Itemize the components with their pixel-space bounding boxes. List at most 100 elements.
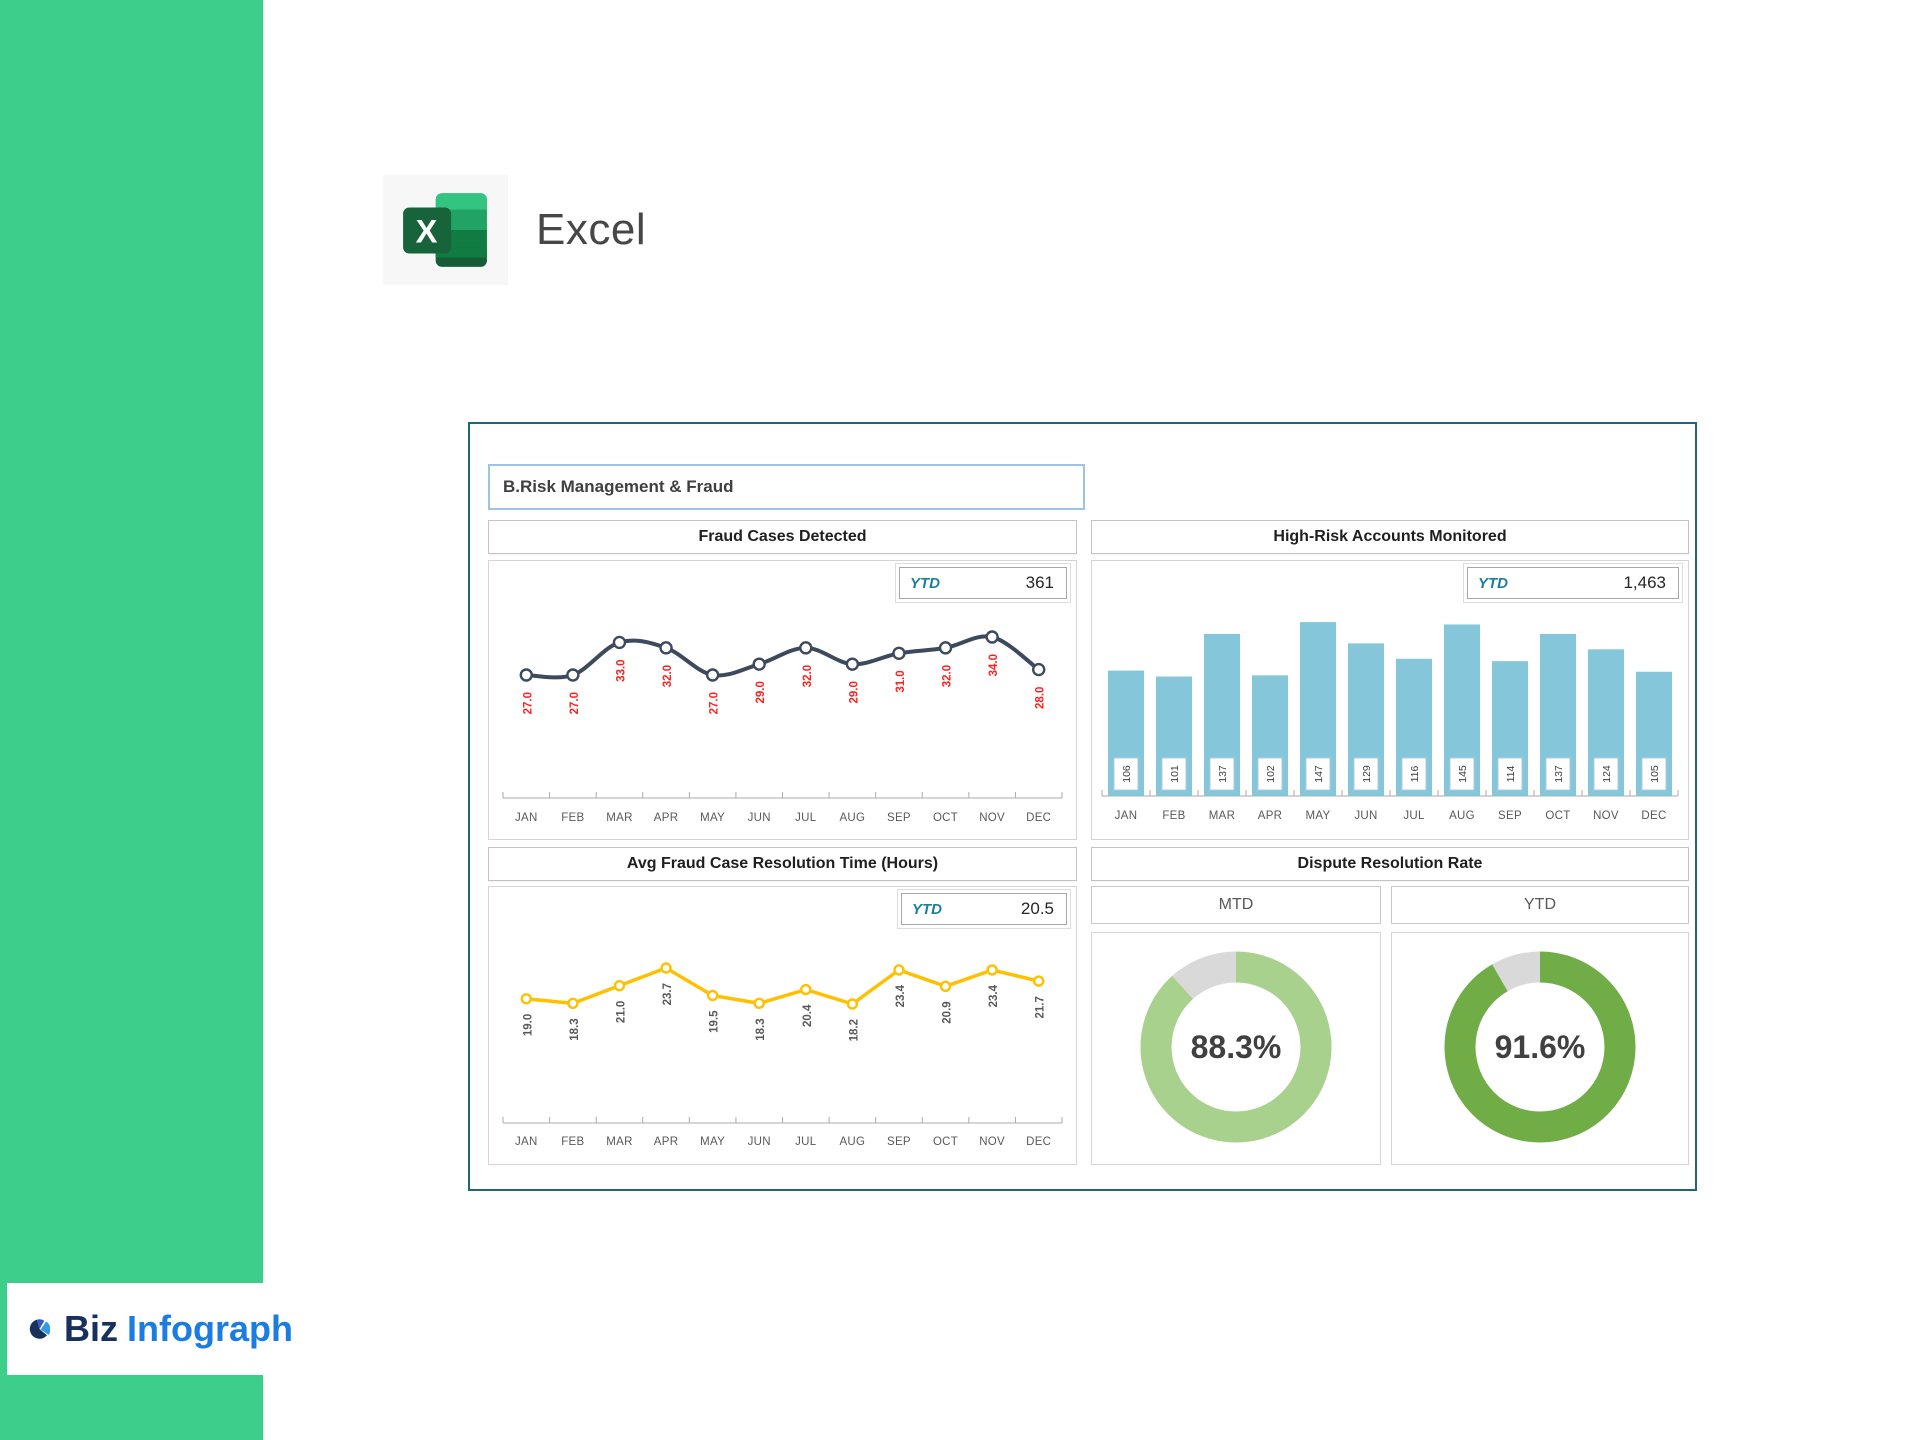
svg-text:21.0: 21.0 — [615, 1001, 627, 1023]
fraud-cases-line-plot: JAN FEB MAR APR MAY JUN JUL AUG SEP OCT NOV DEC 27.0… — [502, 630, 1063, 824]
svg-text:AUG: AUG — [839, 1136, 865, 1148]
svg-text:105: 105 — [1649, 765, 1661, 783]
svg-text:JUL: JUL — [1403, 810, 1425, 822]
high-risk-header: High-Risk Accounts Monitored — [1091, 520, 1689, 554]
ytd-donut: 91.6% — [1444, 951, 1636, 1143]
svg-text:91.6%: 91.6% — [1495, 1029, 1586, 1065]
svg-text:FEB: FEB — [561, 1136, 584, 1148]
svg-text:DEC: DEC — [1641, 810, 1666, 822]
mtd-donut: 88.3% — [1140, 951, 1332, 1143]
svg-text:20.9: 20.9 — [942, 1001, 954, 1023]
svg-text:137: 137 — [1217, 765, 1229, 783]
svg-text:SEP: SEP — [887, 1136, 911, 1148]
svg-text:29.0: 29.0 — [848, 681, 860, 703]
svg-text:AUG: AUG — [839, 812, 865, 824]
svg-text:19.0: 19.0 — [522, 1014, 534, 1036]
svg-text:MAY: MAY — [700, 1136, 725, 1148]
resolution-time-ytd-badge: YTD 20.5 — [897, 889, 1071, 929]
svg-text:JUN: JUN — [1354, 810, 1377, 822]
svg-text:18.2: 18.2 — [848, 1019, 860, 1041]
svg-text:X: X — [415, 212, 437, 249]
svg-text:DEC: DEC — [1026, 1136, 1051, 1148]
dispute-ytd-donut-chart[interactable]: 91.6% — [1391, 932, 1689, 1165]
svg-text:JUL: JUL — [795, 1136, 817, 1148]
ytd-label: YTD — [910, 574, 940, 592]
svg-text:27.0: 27.0 — [522, 692, 534, 714]
svg-text:MAR: MAR — [1209, 810, 1235, 822]
excel-app-name: Excel — [536, 205, 647, 254]
resolution-time-title: Avg Fraud Case Resolution Time (Hours) — [626, 855, 939, 872]
high-risk-title: High-Risk Accounts Monitored — [1273, 528, 1507, 545]
resolution-time-header: Avg Fraud Case Resolution Time (Hours) — [488, 847, 1077, 881]
dispute-mtd-donut-chart[interactable]: 88.3% — [1091, 932, 1381, 1165]
brand-word-biz: Biz — [64, 1308, 119, 1349]
pie-chart-logo-icon — [29, 1319, 51, 1339]
svg-text:APR: APR — [654, 1136, 679, 1148]
svg-text:MAR: MAR — [606, 1136, 632, 1148]
svg-text:FEB: FEB — [561, 812, 584, 824]
svg-text:JUN: JUN — [748, 1136, 771, 1148]
svg-text:JAN: JAN — [515, 1136, 538, 1148]
fraud-cases-title: Fraud Cases Detected — [698, 528, 867, 545]
fraud-cases-chart[interactable]: YTD 361 JAN FEB MAR APR MAY JUN JUL AUG SEP OCT NO… — [488, 560, 1077, 840]
excel-logo-icon: X — [402, 193, 487, 267]
svg-text:NOV: NOV — [1593, 810, 1619, 822]
svg-text:18.3: 18.3 — [755, 1018, 767, 1040]
svg-text:DEC: DEC — [1026, 812, 1051, 824]
svg-text:27.0: 27.0 — [709, 692, 721, 714]
ytd-value: 361 — [1025, 573, 1054, 592]
svg-text:114: 114 — [1505, 765, 1517, 782]
svg-text:FEB: FEB — [1162, 810, 1185, 822]
resolution-time-chart[interactable]: YTD 20.5 JAN FEB MAR APR MAY JUN JUL AUG SEP OCT N… — [488, 886, 1077, 1165]
ytd-label: YTD — [912, 900, 942, 918]
dispute-rate-title: Dispute Resolution Rate — [1297, 855, 1483, 872]
svg-text:23.4: 23.4 — [895, 984, 907, 1007]
svg-text:23.7: 23.7 — [662, 983, 674, 1005]
high-risk-chart[interactable]: YTD 1,463 JAN FEB MAR APR MAY JUN JUL AUG SEP OCT… — [1091, 560, 1689, 840]
svg-text:MAY: MAY — [1306, 810, 1331, 822]
svg-text:NOV: NOV — [979, 1136, 1005, 1148]
high-risk-ytd-badge: YTD 1,463 — [1463, 563, 1683, 603]
section-title-box[interactable]: B.Risk Management & Fraud — [488, 464, 1085, 510]
svg-text:MAY: MAY — [700, 812, 725, 824]
fraud-cases-header: Fraud Cases Detected — [488, 520, 1077, 554]
svg-text:31.0: 31.0 — [895, 670, 907, 692]
ytd-value: 20.5 — [1020, 899, 1054, 918]
svg-text:APR: APR — [654, 812, 679, 824]
svg-text:137: 137 — [1553, 765, 1565, 783]
svg-text:OCT: OCT — [933, 1136, 958, 1148]
svg-text:101: 101 — [1169, 765, 1181, 783]
svg-text:32.0: 32.0 — [942, 665, 954, 687]
svg-text:APR: APR — [1258, 810, 1283, 822]
svg-text:129: 129 — [1361, 765, 1373, 783]
svg-text:145: 145 — [1457, 765, 1469, 783]
dispute-ytd-subheader: YTD — [1391, 886, 1689, 924]
svg-text:27.0: 27.0 — [569, 692, 581, 714]
svg-text:JUN: JUN — [748, 812, 771, 824]
dispute-rate-header: Dispute Resolution Rate — [1091, 847, 1689, 881]
svg-text:32.0: 32.0 — [802, 665, 814, 687]
svg-text:28.0: 28.0 — [1035, 687, 1047, 709]
svg-text:MAR: MAR — [606, 812, 632, 824]
svg-text:23.4: 23.4 — [988, 984, 1000, 1007]
high-risk-bar-plot: JAN FEB MAR APR MAY JUN JUL AUG SEP OCT NOV DEC 106 1… — [1101, 622, 1679, 822]
svg-text:19.5: 19.5 — [709, 1010, 721, 1033]
svg-text:20.4: 20.4 — [802, 1004, 814, 1027]
svg-text:JAN: JAN — [1115, 810, 1138, 822]
svg-text:34.0: 34.0 — [988, 654, 1000, 676]
brand-word-infograph: Infograph — [127, 1308, 293, 1349]
svg-text:102: 102 — [1265, 765, 1277, 783]
svg-text:21.7: 21.7 — [1035, 996, 1047, 1018]
dispute-mtd-subheader: MTD — [1091, 886, 1381, 924]
svg-text:147: 147 — [1313, 765, 1325, 783]
svg-text:NOV: NOV — [979, 812, 1005, 824]
svg-text:JUL: JUL — [795, 812, 817, 824]
excel-app-badge: X Excel — [383, 175, 646, 285]
svg-text:OCT: OCT — [933, 812, 958, 824]
ytd-label: YTD — [1478, 574, 1508, 592]
svg-text:32.0: 32.0 — [662, 665, 674, 687]
svg-text:OCT: OCT — [1545, 810, 1570, 822]
svg-text:124: 124 — [1601, 765, 1613, 783]
mtd-label: MTD — [1218, 896, 1254, 913]
resolution-time-line-plot: JAN FEB MAR APR MAY JUN JUL AUG SEP OCT NOV DEC 19.0… — [502, 962, 1063, 1148]
